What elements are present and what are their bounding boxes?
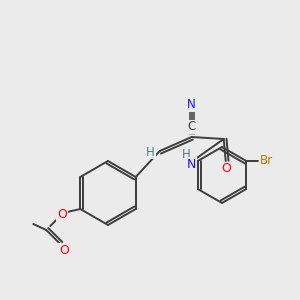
Text: O: O: [57, 208, 67, 220]
Text: N: N: [187, 158, 196, 170]
Text: C: C: [188, 121, 196, 134]
Text: O: O: [221, 163, 231, 176]
Text: N: N: [187, 98, 196, 112]
Text: H: H: [182, 148, 190, 160]
Text: O: O: [59, 244, 69, 256]
Text: Br: Br: [260, 154, 273, 167]
Text: H: H: [146, 146, 155, 158]
